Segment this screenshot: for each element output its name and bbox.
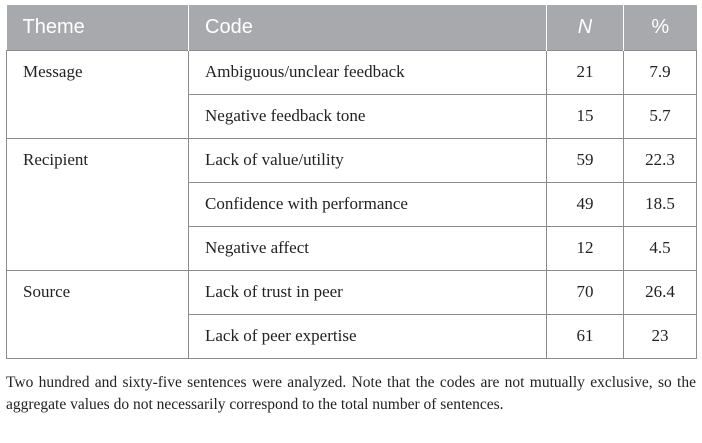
feedback-codes-table: Theme Code N % Message Ambiguous/unclear…: [6, 5, 697, 359]
code-cell: Ambiguous/unclear feedback: [188, 49, 547, 95]
table-row: Recipient Lack of value/utility 59 22.3: [6, 137, 697, 271]
theme-cell-recipient: Recipient: [6, 137, 189, 271]
n-cell: 49: [546, 181, 624, 227]
code-cell: Confidence with performance: [188, 181, 547, 227]
n-cell: 21: [546, 49, 624, 95]
percent-cell: 5.7: [623, 93, 697, 139]
theme-cell-source: Source: [6, 269, 189, 359]
theme-cell-message: Message: [6, 49, 189, 139]
code-cell: Lack of trust in peer: [188, 269, 547, 315]
percent-cell: 4.5: [623, 225, 697, 271]
percent-cell: 26.4: [623, 269, 697, 315]
header-code: Code: [188, 5, 547, 50]
table-row: Message Ambiguous/unclear feedback 21 7.…: [6, 49, 697, 139]
n-cell: 70: [546, 269, 624, 315]
n-cell: 61: [546, 313, 624, 359]
n-cell: 15: [546, 93, 624, 139]
table-row: Negative feedback tone 15 5.7: [7, 93, 697, 139]
code-cell: Negative affect: [188, 225, 547, 271]
n-cell: 12: [546, 225, 624, 271]
percent-cell: 23: [623, 313, 697, 359]
percent-cell: 18.5: [623, 181, 697, 227]
code-cell: Lack of value/utility: [188, 137, 547, 183]
code-cell: Lack of peer expertise: [188, 313, 547, 359]
table-row: Lack of peer expertise 61 23: [7, 313, 697, 359]
table-row: Confidence with performance 49 18.5: [7, 181, 697, 227]
header-n: N: [546, 5, 624, 50]
header-row: Theme Code N %: [6, 5, 697, 50]
header-theme: Theme: [6, 5, 189, 50]
table-row: Source Lack of trust in peer 70 26.4: [6, 269, 697, 359]
n-cell: 59: [546, 137, 624, 183]
table-footnote: Two hundred and sixty-five sentences wer…: [6, 374, 696, 413]
percent-cell: 7.9: [623, 49, 697, 95]
header-percent: %: [623, 5, 697, 50]
table-row: Negative affect 12 4.5: [7, 225, 697, 271]
percent-cell: 22.3: [623, 137, 697, 183]
code-cell: Negative feedback tone: [188, 93, 547, 139]
